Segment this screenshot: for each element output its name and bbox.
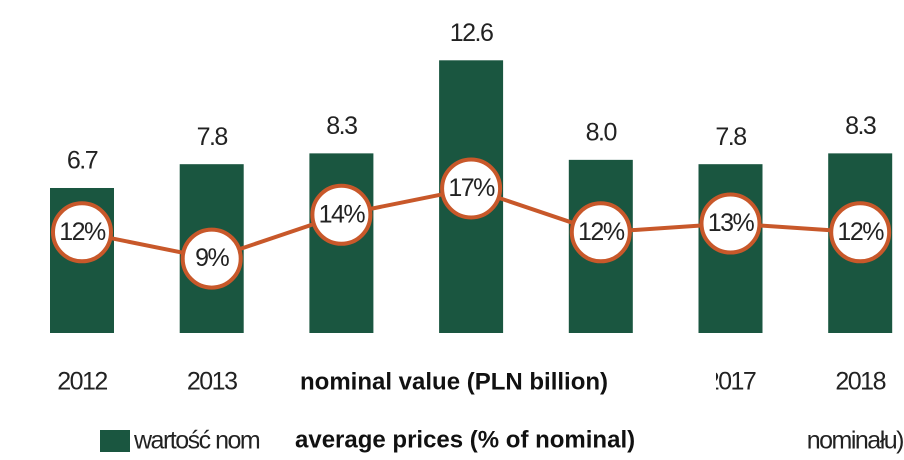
line-value-label: 12% bbox=[578, 218, 625, 246]
line-value-label: 9% bbox=[195, 244, 229, 272]
x-tick-label: 2012 bbox=[57, 368, 107, 396]
legend-swatch bbox=[100, 430, 130, 452]
line-marker bbox=[699, 192, 762, 255]
x-tick-label: 2013 bbox=[187, 368, 237, 396]
annotation-background bbox=[298, 366, 716, 400]
x-tick-label: 2018 bbox=[835, 368, 885, 396]
legend-label: nominału) bbox=[807, 427, 903, 455]
line-value-label: 14% bbox=[319, 200, 366, 228]
line-marker bbox=[440, 157, 503, 220]
line-value-label: 13% bbox=[708, 209, 755, 237]
line-value-label: 12% bbox=[59, 218, 106, 246]
line-marker bbox=[569, 201, 632, 264]
legend-label: wartość nom bbox=[133, 427, 260, 455]
annotation: nominal value (PLN billion) bbox=[300, 368, 608, 395]
annotation-background bbox=[290, 423, 758, 459]
bar-value-label: 7.8 bbox=[197, 123, 228, 151]
line-value-label: 17% bbox=[448, 174, 495, 202]
line-value-label: 12% bbox=[837, 218, 884, 246]
line-marker bbox=[51, 201, 113, 264]
line-marker bbox=[829, 201, 892, 264]
line-marker bbox=[180, 227, 243, 290]
bar-value-label: 8.3 bbox=[326, 112, 357, 140]
bar-value-label: 12.6 bbox=[450, 19, 493, 47]
line-marker bbox=[310, 183, 373, 246]
bar-value-label: 8.0 bbox=[586, 118, 617, 146]
bar-value-label: 7.8 bbox=[715, 123, 746, 151]
bar-value-label: 8.3 bbox=[845, 112, 876, 140]
bar-value-label: 6.7 bbox=[67, 147, 98, 175]
annotation: average prices (% of nominal) bbox=[295, 426, 635, 453]
